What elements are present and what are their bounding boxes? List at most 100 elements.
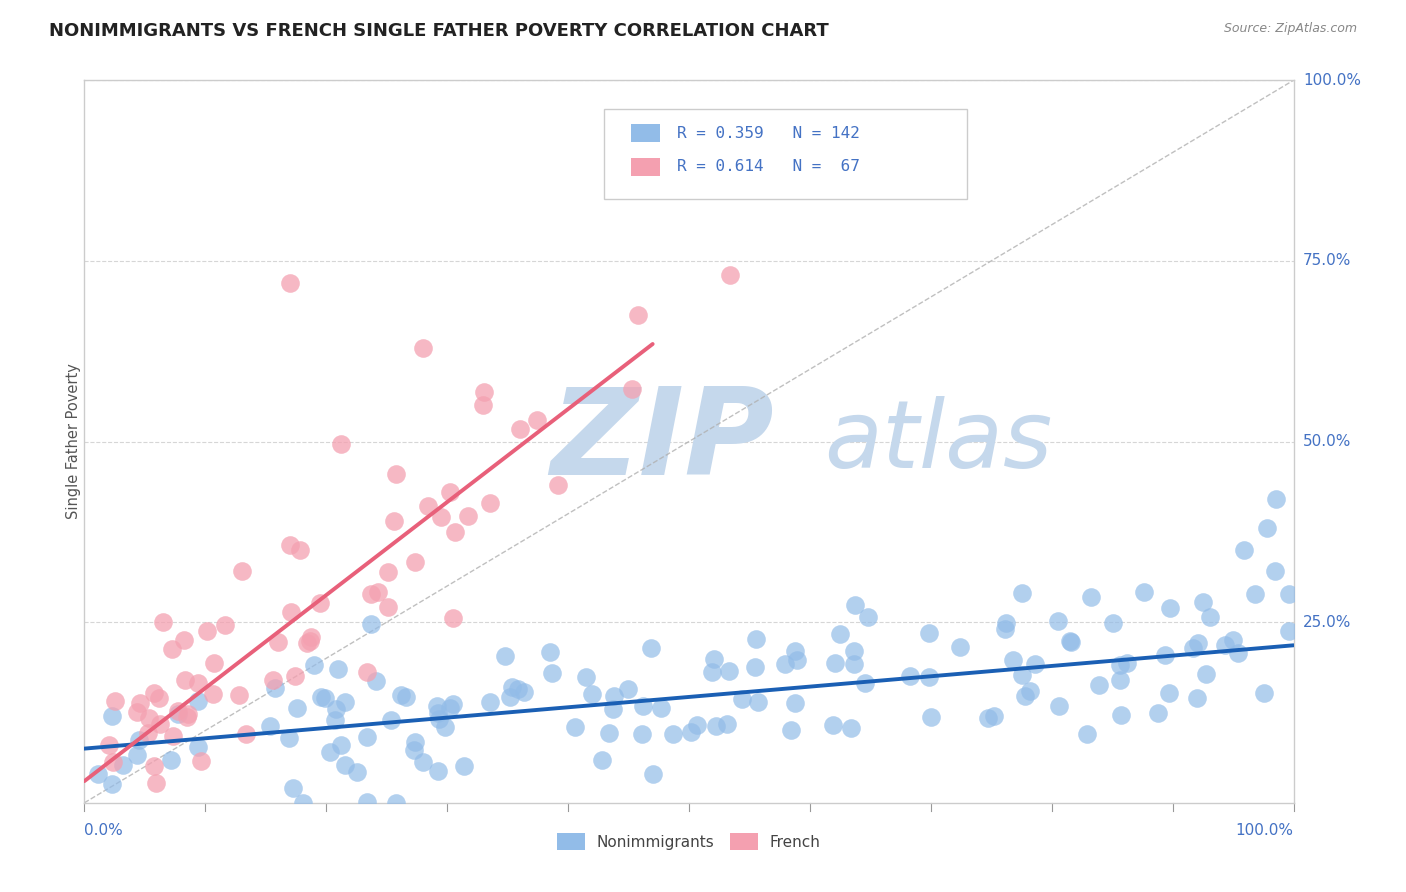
Point (173, 632, 195, 647)
Point (288, 543, 311, 558)
Point (1014, 690, 1036, 704)
Point (267, 635, 290, 649)
Point (513, 685, 536, 699)
Point (842, 657, 865, 672)
Point (547, 477, 569, 491)
Point (439, 701, 461, 715)
Point (160, 753, 183, 767)
Point (125, 748, 148, 763)
Point (627, 308, 650, 322)
Point (346, 765, 368, 780)
Point (280, 605, 302, 619)
Point (1195, 667, 1218, 681)
Point (718, 268, 741, 283)
Point (839, 722, 862, 736)
Point (87, 767, 110, 781)
Point (1011, 667, 1033, 681)
Point (1187, 636, 1209, 650)
Point (1018, 684, 1040, 698)
Point (1059, 633, 1081, 648)
Text: NONIMMIGRANTS VS FRENCH SINGLE FATHER POVERTY CORRELATION CHART: NONIMMIGRANTS VS FRENCH SINGLE FATHER PO… (49, 22, 830, 40)
Point (142, 686, 165, 700)
Point (356, 731, 378, 745)
Point (330, 437, 353, 451)
Point (281, 781, 304, 796)
Text: 100.0%: 100.0% (1303, 73, 1361, 87)
Point (472, 398, 495, 412)
Point (101, 709, 124, 723)
Point (128, 696, 150, 710)
Point (299, 630, 322, 644)
Point (380, 713, 402, 727)
Point (278, 276, 301, 290)
Point (1244, 587, 1267, 601)
Point (703, 652, 725, 666)
Point (187, 740, 209, 755)
Text: R = 0.359   N = 142: R = 0.359 N = 142 (676, 126, 859, 141)
Point (977, 711, 1000, 725)
Point (298, 634, 321, 648)
Text: 25.0%: 25.0% (1303, 615, 1351, 630)
Point (433, 720, 456, 734)
Point (259, 719, 281, 733)
Point (780, 723, 803, 737)
Point (1157, 686, 1180, 700)
Point (160, 641, 183, 656)
Point (125, 705, 148, 719)
Point (1278, 624, 1301, 639)
Point (731, 692, 754, 706)
Point (441, 611, 464, 625)
Point (1253, 686, 1275, 700)
Text: 0.0%: 0.0% (84, 823, 124, 838)
Point (856, 610, 879, 624)
Point (745, 632, 768, 646)
Point (1108, 658, 1130, 673)
Point (995, 616, 1018, 631)
Point (1109, 673, 1132, 687)
Point (395, 690, 418, 704)
Point (176, 706, 198, 721)
Point (174, 673, 197, 687)
Point (617, 681, 640, 696)
Point (283, 669, 305, 683)
Point (404, 735, 426, 749)
Point (1001, 653, 1024, 667)
Point (1080, 590, 1102, 604)
Point (453, 759, 475, 773)
Point (405, 555, 427, 569)
Point (1159, 601, 1181, 615)
Point (382, 515, 405, 529)
Point (427, 712, 450, 726)
Point (920, 710, 942, 724)
Point (786, 652, 808, 666)
Point (103, 755, 125, 769)
Point (994, 622, 1017, 636)
Point (898, 669, 921, 683)
Point (149, 716, 172, 731)
Text: Source: ZipAtlas.com: Source: ZipAtlas.com (1223, 22, 1357, 36)
Point (412, 341, 434, 355)
Point (1133, 585, 1156, 599)
Point (478, 695, 501, 709)
Text: 100.0%: 100.0% (1236, 823, 1294, 838)
Point (333, 695, 356, 709)
Point (97, 738, 120, 752)
Point (214, 617, 236, 632)
Point (231, 565, 253, 579)
Point (426, 706, 449, 720)
Point (1181, 640, 1204, 655)
Point (148, 691, 170, 706)
Point (1213, 638, 1236, 652)
Point (426, 699, 449, 714)
Point (1109, 708, 1132, 723)
Point (356, 795, 378, 809)
Point (591, 753, 613, 767)
Point (319, 745, 342, 759)
Point (744, 660, 766, 674)
Point (75, 810, 97, 824)
Point (508, 682, 530, 697)
FancyBboxPatch shape (631, 158, 659, 176)
Point (621, 382, 644, 396)
Point (526, 413, 548, 427)
Point (1222, 633, 1244, 648)
